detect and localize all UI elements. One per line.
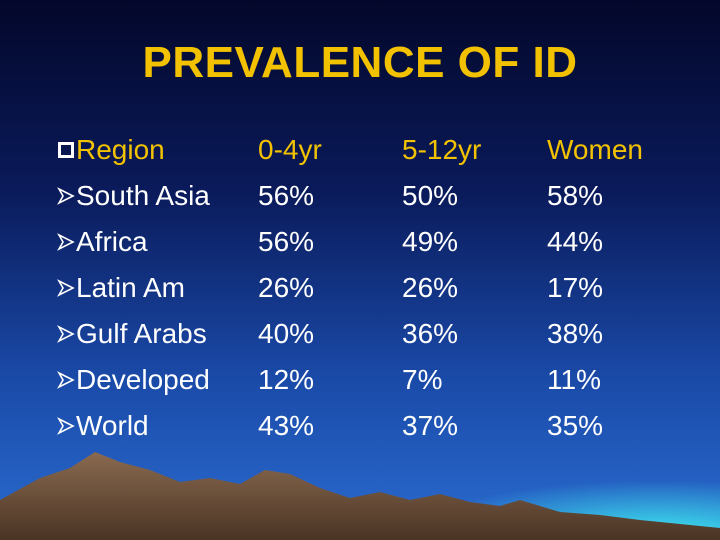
value-cell: 40% [258, 318, 315, 349]
value-cell: 56% [258, 180, 315, 211]
value-cell: 58% [547, 180, 604, 211]
arrow-bullet [57, 417, 75, 435]
value-cell: 35% [547, 410, 604, 441]
slide-title: PREVALENCE OF ID [142, 38, 578, 87]
value-cell: 50% [402, 180, 459, 211]
value-cell: 44% [547, 226, 604, 257]
region-cell: Developed [76, 364, 210, 395]
value-cell: 17% [547, 272, 604, 303]
value-cell: 26% [258, 272, 315, 303]
arrow-bullet [57, 371, 75, 389]
mountains [0, 452, 720, 540]
square-bullet [58, 142, 74, 158]
value-cell: 38% [547, 318, 604, 349]
value-cell: 43% [258, 410, 315, 441]
arrow-bullet [57, 279, 75, 297]
value-cell: 12% [258, 364, 315, 395]
value-cell: 36% [402, 318, 459, 349]
region-cell: Africa [76, 226, 148, 257]
header-cell: Women [547, 134, 643, 165]
header-cell: 5-12yr [402, 134, 482, 165]
arrow-bullet [57, 325, 75, 343]
value-cell: 11% [547, 364, 601, 395]
header-cell: 0-4yr [258, 134, 322, 165]
arrow-bullet [57, 187, 75, 205]
region-cell: World [76, 410, 149, 441]
value-cell: 49% [402, 226, 459, 257]
arrow-bullet [57, 233, 75, 251]
value-cell: 7% [402, 364, 443, 395]
region-cell: Gulf Arabs [76, 318, 207, 349]
region-cell: South Asia [76, 180, 210, 211]
value-cell: 26% [402, 272, 459, 303]
value-cell: 56% [258, 226, 315, 257]
value-cell: 37% [402, 410, 459, 441]
header-cell: Region [76, 134, 165, 165]
region-cell: Latin Am [76, 272, 185, 303]
